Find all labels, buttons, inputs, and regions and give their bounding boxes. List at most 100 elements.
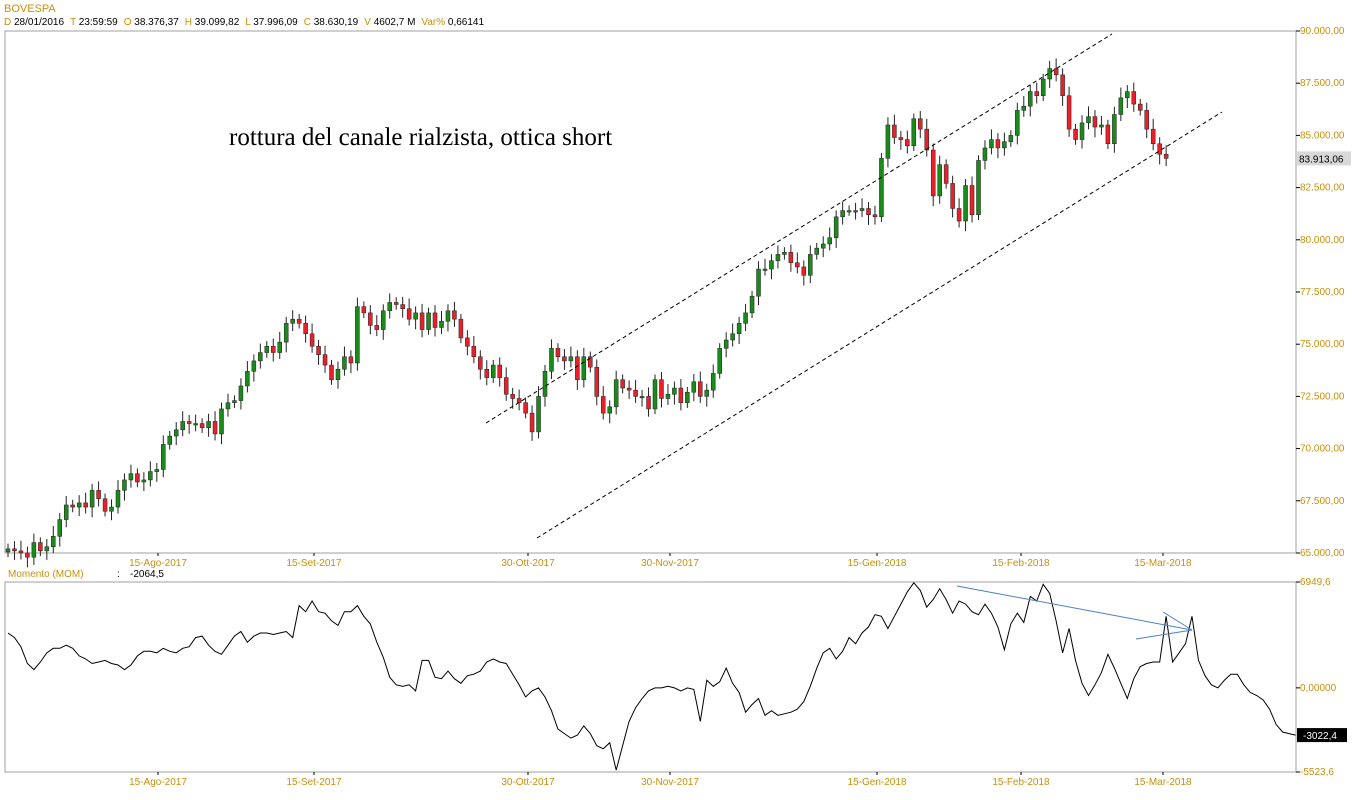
info-value-6: 4602,7 M [373,17,416,28]
candle-body [368,312,373,326]
divergence-arrow-line [956,585,1193,631]
candle-body [801,266,807,276]
candle-body [329,364,334,380]
price-y-tick-label: 67.500,00 [1300,496,1345,507]
candle-body [736,323,742,335]
candle-body [1034,91,1039,96]
candle-body [135,473,140,483]
info-key-6: V [364,17,374,28]
candle-body [814,247,819,255]
candle-body [283,323,289,343]
candle-body [568,356,574,362]
candle-body [976,160,981,215]
candle-body [510,394,515,399]
momentum-last-tag-label: -3022,4 [1303,731,1337,742]
candle-body [51,536,56,547]
candle-body [1073,128,1078,140]
candle-body [128,473,134,481]
candle-body [1112,114,1117,145]
candle-body [704,389,710,397]
candle-body [1008,135,1014,142]
candle-body [1028,91,1033,107]
candle-body [788,252,794,264]
momentum-x-tick-label: 15-Set-2017 [286,777,341,788]
candle-body [607,406,612,414]
candle-body [1002,141,1007,149]
candlestick-series [5,58,1169,568]
candle-body [717,348,722,374]
candle-body [1125,91,1130,99]
candle-body [633,389,638,397]
candle-body [322,354,328,366]
candle-body [63,504,69,520]
candle-body [866,208,871,215]
candle-body [885,124,891,159]
candle-body [458,318,464,339]
price-y-tick-label: 80.000,00 [1300,235,1345,246]
candle-body [342,356,347,370]
momentum-y-tick-label: 6949,6 [1300,577,1331,588]
candle-body [995,139,1001,149]
price-y-tick-label: 70.000,00 [1300,444,1345,455]
candle-body [646,396,651,410]
candle-body [25,552,30,558]
candle-body [452,310,457,320]
candle-body [782,252,787,255]
candle-body [271,346,276,353]
candle-body [316,346,321,355]
candle-body [626,387,632,391]
candle-body [96,490,101,499]
candle-body [374,325,380,330]
candle-body [840,210,845,218]
channel-upper-line [485,33,1113,424]
candle-body [723,339,729,349]
candle-body [161,444,166,470]
candle-body [393,302,399,305]
candle-body [918,118,923,130]
candle-body [1086,116,1091,124]
info-key-3: H [184,17,195,28]
candle-body [969,185,975,215]
price-x-tick-label: 15-Set-2017 [286,558,341,569]
candle-body [769,260,774,270]
candle-body [600,396,606,414]
candle-body [335,369,341,380]
candle-body [102,498,108,512]
candle-body [536,396,541,433]
candle-body [439,320,444,328]
candle-body [879,158,884,218]
candle-body [251,360,257,372]
candle-body [361,306,367,314]
momentum-separator: : [117,569,120,580]
price-x-tick-label: 15-Feb-2018 [992,558,1050,569]
candle-body [1131,91,1137,105]
candle-body [672,387,677,395]
momentum-last-value: -2064,5 [130,569,164,580]
candle-body [419,312,425,330]
candle-body [115,490,121,508]
candle-body [1053,68,1059,76]
candle-body [516,398,522,403]
candle-body [1092,116,1098,128]
candle-body [264,346,270,353]
candle-body [400,304,405,309]
candle-body [1157,143,1162,155]
price-y-tick-label: 75.000,00 [1300,339,1345,350]
candle-body [652,379,658,410]
candle-body [245,371,250,387]
price-y-tick-label: 77.500,00 [1300,287,1345,298]
candle-body [846,210,852,213]
ohlc-info-bar: D 28/01/2016 T 23:59:59 O 38.376,37 H 39.09… [4,17,490,28]
candle-body [122,479,127,491]
candle-body [83,502,88,508]
candle-body [406,308,412,320]
candle-body [1144,110,1149,130]
candle-body [529,412,535,433]
candle-body [555,348,561,357]
candle-body [665,394,671,399]
candle-body [685,391,690,403]
candle-body [180,421,185,431]
candle-body [44,546,50,552]
candle-body [1060,74,1065,96]
